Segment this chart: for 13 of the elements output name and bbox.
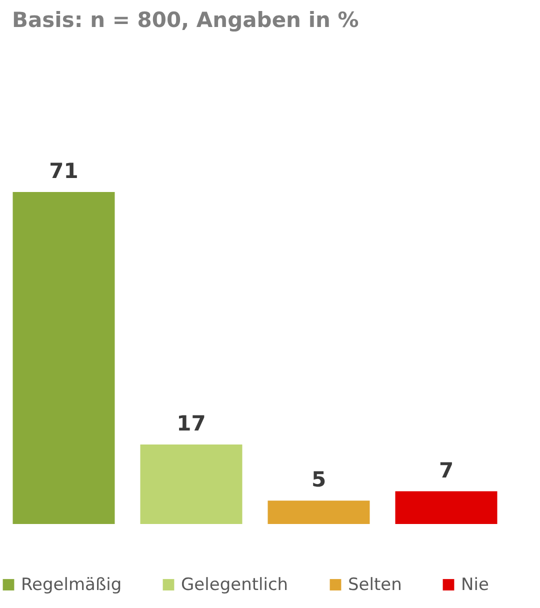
data-label: 17 (176, 412, 206, 436)
bar (268, 500, 370, 524)
bar (395, 491, 498, 524)
legend-label: Selten (348, 574, 402, 595)
bar (140, 444, 242, 524)
bar (12, 192, 115, 524)
data-label: 7 (438, 458, 454, 482)
legend-label: Nie (461, 574, 489, 595)
data-label: 5 (311, 468, 326, 492)
data-label: 71 (49, 159, 78, 183)
legend-label: Gelegentlich (181, 574, 288, 595)
chart-title: Basis: n = 800, Angaben in % (12, 8, 359, 32)
legend-label: Regelmäßig (21, 574, 122, 595)
